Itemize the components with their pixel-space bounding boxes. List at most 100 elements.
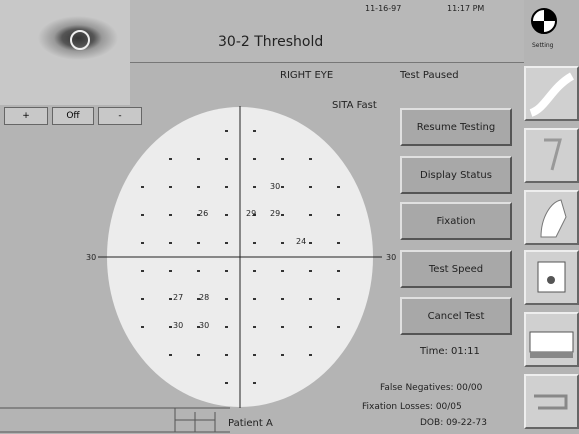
test-point	[141, 326, 144, 328]
test-point	[169, 214, 172, 216]
threshold-value: 27	[173, 293, 183, 302]
test-point	[169, 298, 172, 300]
test-point	[197, 270, 200, 272]
title: 30-2 Threshold	[218, 34, 324, 50]
test-point	[169, 158, 172, 160]
side-button[interactable]	[524, 190, 579, 245]
test-point	[309, 298, 312, 300]
menu-button[interactable]: Cancel Test	[400, 297, 512, 335]
test-point	[197, 242, 200, 244]
test-point	[169, 270, 172, 272]
test-point	[169, 326, 172, 328]
test-point	[169, 354, 172, 356]
test-point	[141, 214, 144, 216]
threshold-value: 28	[199, 293, 209, 302]
test-point	[225, 186, 228, 188]
camera-button[interactable]: +	[4, 107, 48, 125]
test-point	[253, 270, 256, 272]
fixation-losses: Fixation Losses: 00/05	[362, 402, 462, 412]
visual-field: 30 30 30 26 29 29 24 27 28 30 30	[86, 106, 396, 408]
test-point	[253, 354, 256, 356]
threshold-value: 26	[198, 209, 208, 218]
side-button[interactable]	[524, 128, 579, 183]
test-point	[253, 130, 256, 132]
test-point	[253, 242, 256, 244]
side-button[interactable]	[524, 374, 579, 429]
test-point	[141, 242, 144, 244]
test-point	[197, 326, 200, 328]
menu-button[interactable]: Fixation	[400, 202, 512, 240]
test-point	[281, 298, 284, 300]
side-button[interactable]	[524, 250, 579, 305]
strategy: SITA Fast	[332, 100, 377, 111]
gaze-graph	[0, 407, 230, 433]
date: 11-16-97	[365, 4, 402, 13]
threshold-value: 30	[173, 321, 183, 330]
test-point	[253, 298, 256, 300]
test-point	[225, 158, 228, 160]
test-point	[309, 270, 312, 272]
threshold-value: 29	[246, 209, 256, 218]
test-point	[141, 270, 144, 272]
test-point	[337, 186, 340, 188]
eye: RIGHT EYE	[280, 70, 334, 81]
test-point	[197, 214, 200, 216]
test-point	[281, 214, 284, 216]
patient: Patient A	[228, 418, 273, 429]
logo	[531, 8, 557, 34]
menu-button[interactable]: Display Status	[400, 156, 512, 194]
test-point	[253, 214, 256, 216]
test-point	[253, 382, 256, 384]
test-point	[281, 354, 284, 356]
test-point	[197, 186, 200, 188]
test-point	[197, 158, 200, 160]
threshold-value: 30	[270, 182, 280, 191]
test-state: Test Paused	[400, 70, 459, 81]
test-point	[197, 354, 200, 356]
logo-label: Setting	[532, 42, 554, 49]
menu-button[interactable]: Test Speed	[400, 250, 512, 288]
test-point	[309, 186, 312, 188]
test-point	[225, 270, 228, 272]
test-point	[337, 270, 340, 272]
test-point	[281, 186, 284, 188]
camera-view	[0, 0, 130, 105]
test-point	[169, 186, 172, 188]
test-point	[253, 326, 256, 328]
test-point	[253, 186, 256, 188]
test-point	[309, 242, 312, 244]
test-point	[141, 298, 144, 300]
side-button[interactable]	[524, 66, 579, 121]
test-point	[253, 158, 256, 160]
top-bar	[130, 0, 524, 63]
test-point	[281, 270, 284, 272]
test-point	[169, 242, 172, 244]
test-point	[225, 298, 228, 300]
test-point	[225, 354, 228, 356]
axis-label: 30	[86, 253, 96, 262]
test-point	[281, 242, 284, 244]
threshold-value: 30	[199, 321, 209, 330]
threshold-value: 29	[270, 209, 280, 218]
false-negatives: False Negatives: 00/00	[380, 383, 483, 393]
test-point	[281, 326, 284, 328]
menu-button[interactable]: Resume Testing	[400, 108, 512, 146]
dob: DOB: 09-22-73	[420, 418, 487, 428]
test-point	[281, 158, 284, 160]
elapsed-time: Time: 01:11	[420, 346, 480, 357]
side-button[interactable]	[524, 312, 579, 367]
test-point	[225, 326, 228, 328]
test-point	[225, 214, 228, 216]
test-point	[337, 326, 340, 328]
time: 11:17 PM	[447, 4, 485, 13]
test-point	[337, 298, 340, 300]
test-point	[141, 186, 144, 188]
crosshair	[70, 30, 90, 50]
test-point	[225, 382, 228, 384]
camera-button[interactable]: -	[98, 107, 142, 125]
camera-button[interactable]: Off	[52, 107, 94, 125]
axis-label: 30	[386, 253, 396, 262]
test-point	[197, 298, 200, 300]
test-point	[309, 326, 312, 328]
